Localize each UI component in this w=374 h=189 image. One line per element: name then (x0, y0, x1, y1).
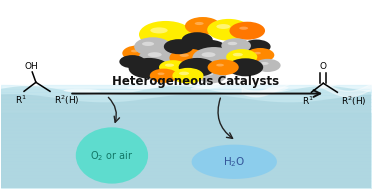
Text: R$^1$: R$^1$ (15, 94, 27, 106)
Ellipse shape (318, 79, 350, 89)
Ellipse shape (1, 81, 37, 86)
Ellipse shape (242, 40, 271, 54)
Ellipse shape (139, 47, 182, 69)
Ellipse shape (64, 89, 101, 93)
Ellipse shape (142, 42, 154, 46)
Ellipse shape (182, 32, 213, 48)
Ellipse shape (255, 59, 280, 72)
Ellipse shape (208, 59, 239, 75)
Ellipse shape (179, 58, 216, 77)
Ellipse shape (165, 64, 174, 67)
Ellipse shape (150, 69, 178, 83)
Text: OH: OH (24, 62, 38, 71)
Ellipse shape (157, 73, 165, 75)
Ellipse shape (134, 37, 171, 56)
Ellipse shape (195, 22, 204, 25)
Ellipse shape (204, 72, 213, 76)
Ellipse shape (164, 39, 193, 54)
Text: H$_2$O: H$_2$O (223, 155, 245, 169)
Polygon shape (1, 86, 371, 188)
Ellipse shape (190, 84, 226, 90)
Text: Heterogeneous Catalysts: Heterogeneous Catalysts (112, 75, 279, 88)
Ellipse shape (202, 52, 215, 57)
Ellipse shape (239, 27, 248, 30)
Ellipse shape (179, 72, 189, 75)
Ellipse shape (254, 87, 289, 95)
Ellipse shape (172, 68, 203, 84)
Ellipse shape (150, 27, 168, 33)
Ellipse shape (246, 48, 274, 62)
Ellipse shape (76, 127, 148, 184)
Polygon shape (191, 145, 277, 179)
Ellipse shape (192, 47, 235, 69)
Ellipse shape (169, 49, 206, 67)
Ellipse shape (119, 55, 145, 68)
Ellipse shape (148, 52, 162, 57)
Text: R$^2$(H): R$^2$(H) (341, 94, 367, 108)
Ellipse shape (226, 49, 257, 65)
Ellipse shape (260, 62, 269, 65)
Text: O$_2$ or air: O$_2$ or air (90, 149, 134, 163)
Ellipse shape (189, 40, 228, 59)
Ellipse shape (228, 42, 237, 45)
Ellipse shape (216, 64, 224, 67)
Ellipse shape (221, 38, 251, 53)
Text: R$^2$(H): R$^2$(H) (54, 94, 79, 107)
Ellipse shape (180, 54, 189, 57)
Polygon shape (1, 94, 371, 188)
Ellipse shape (228, 58, 263, 76)
Ellipse shape (129, 58, 169, 79)
Ellipse shape (185, 17, 221, 35)
Ellipse shape (230, 22, 265, 40)
Ellipse shape (207, 19, 250, 41)
Ellipse shape (131, 50, 139, 52)
Ellipse shape (159, 60, 187, 74)
Ellipse shape (122, 45, 153, 61)
Ellipse shape (198, 69, 226, 83)
Ellipse shape (139, 21, 192, 48)
Text: O: O (320, 62, 327, 71)
Ellipse shape (233, 53, 243, 56)
Text: R$^1$: R$^1$ (302, 94, 314, 107)
Ellipse shape (216, 24, 230, 29)
Ellipse shape (127, 85, 164, 89)
Ellipse shape (254, 52, 261, 54)
